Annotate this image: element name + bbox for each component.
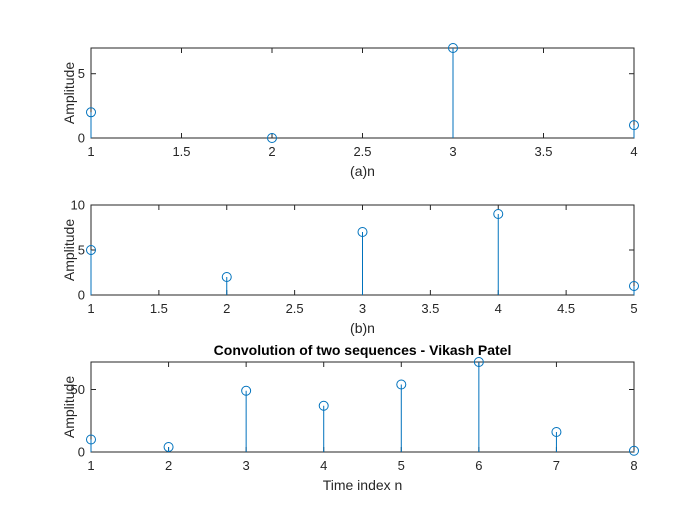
y-axis-label: Amplitude [61, 219, 77, 281]
y-tick-label: 5 [78, 66, 85, 81]
x-tick-label: 2 [268, 144, 275, 159]
stem-marker [629, 445, 639, 456]
x-tick-label: 1.5 [172, 144, 190, 159]
y-tick-label: 0 [78, 131, 85, 146]
x-tick-label: 6 [475, 458, 482, 473]
x-axis-label: Time index n [323, 477, 403, 493]
subplot-a: 1 1.5 2 2.5 3 3.5 4 0 5 (a)n Amplitude [61, 43, 639, 179]
subplot-convolution: 1 2 3 4 5 6 7 8 0 50 Time index n Amplitude Convolut… [61, 342, 639, 493]
x-axis-label: (b)n [350, 320, 375, 336]
stem-marker [473, 357, 484, 367]
stem-marker [396, 379, 407, 390]
stem-marker [629, 120, 639, 131]
x-tick-label: 3 [243, 458, 250, 473]
x-tick-label: 5 [398, 458, 405, 473]
y-axis-label: Amplitude [61, 376, 77, 438]
y-tick-label: 10 [71, 198, 85, 213]
x-tick-label: 3 [449, 144, 456, 159]
subplot-b: 1 1.5 2 2.5 3 3.5 4 4.5 5 0 5 10 (b)n Amplitude [61, 198, 639, 336]
x-tick-label: 8 [630, 458, 637, 473]
y-tick-label: 0 [78, 288, 85, 303]
x-tick-label: 4 [630, 144, 637, 159]
stem-marker [86, 434, 96, 445]
x-tick-label: 3 [359, 301, 366, 316]
x-tick-label: 2 [223, 301, 230, 316]
stem-marker [493, 209, 504, 219]
stem-marker [221, 272, 232, 282]
stem-marker [86, 245, 96, 255]
x-tick-label: 3.5 [421, 301, 439, 316]
y-tick-label: 5 [78, 243, 85, 258]
x-tick-label: 5 [630, 301, 637, 316]
x-tick-label: 1 [87, 144, 94, 159]
y-tick-label: 50 [71, 382, 85, 397]
x-tick-label: 2.5 [353, 144, 371, 159]
stem-marker [551, 427, 562, 437]
x-tick-label: 3.5 [534, 144, 552, 159]
chart-title: Convolution of two sequences - Vikash Pa… [214, 342, 512, 358]
y-axis-label: Amplitude [61, 62, 77, 124]
stem-marker [267, 133, 277, 143]
x-tick-label: 4.5 [557, 301, 575, 316]
x-tick-label: 4 [320, 458, 327, 473]
axes-box [90, 47, 635, 139]
x-tick-label: 2.5 [286, 301, 304, 316]
x-tick-label: 1 [87, 301, 94, 316]
x-tick-label: 1 [87, 458, 94, 473]
axes-box [90, 361, 635, 453]
x-tick-label: 4 [495, 301, 502, 316]
stem-marker [448, 43, 458, 53]
x-axis-label: (a)n [350, 163, 375, 179]
y-tick-label: 0 [78, 445, 85, 460]
x-tick-label: 1.5 [150, 301, 168, 316]
stem-marker [163, 442, 174, 452]
stem-marker [357, 227, 368, 237]
stem-marker [629, 281, 639, 291]
x-tick-label: 7 [553, 458, 560, 473]
stem-marker [86, 107, 96, 118]
stem-marker [241, 385, 252, 396]
x-tick-label: 2 [165, 458, 172, 473]
stem-marker [318, 400, 329, 411]
